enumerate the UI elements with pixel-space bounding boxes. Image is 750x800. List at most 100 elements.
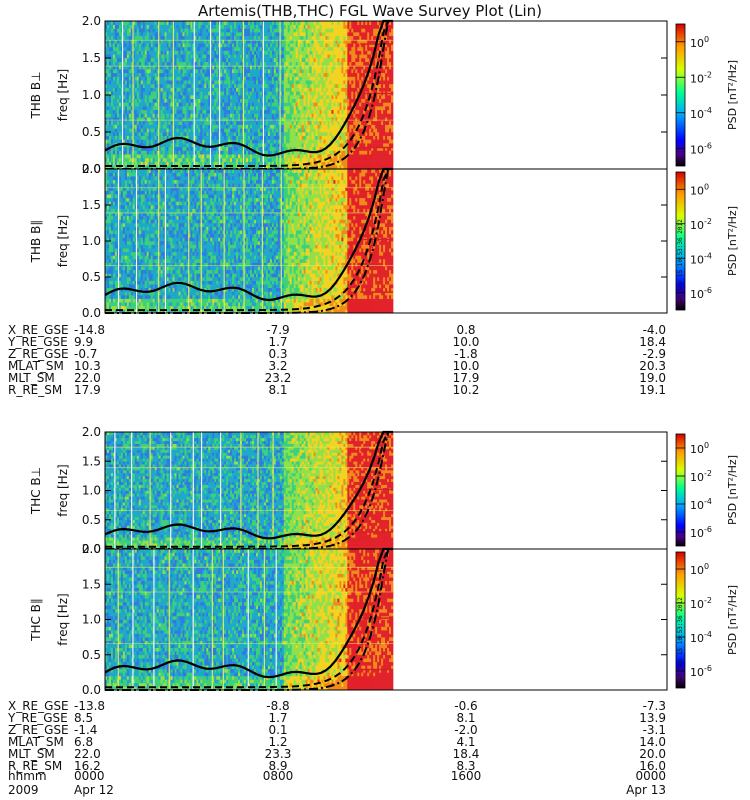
spectrogram-cell [202,99,204,103]
spectrogram-cell [298,88,300,92]
spectrogram-cell [125,154,127,158]
spectrogram-cell [171,51,173,55]
spectrogram-cell [286,51,288,55]
spectrogram-cell [155,136,157,140]
spectrogram-cell [119,114,121,118]
spectrogram-cell [252,47,254,51]
spectrogram-cell [179,58,181,62]
spectrogram-cell [347,121,349,125]
spectrogram-cell [341,114,343,118]
spectrogram-cell [167,102,169,106]
spectrogram-cell [298,117,300,121]
spectrogram-cell [310,25,312,29]
spectrogram-cell [244,62,246,66]
spectrogram-cell [184,58,186,62]
spectrogram-cell [204,51,206,55]
spectrogram-cell [258,69,260,73]
spectrogram-cell [145,25,147,29]
spectrogram-cell [337,147,339,151]
spectrogram-cell [333,58,335,62]
spectrogram-cell [240,51,242,55]
spectrogram-cell [216,121,218,125]
spectrogram-cell [264,54,266,58]
spectrogram-cell [220,62,222,66]
spectrogram-cell [115,154,117,158]
spectrogram-cell [264,121,266,125]
spectrogram-cell [270,110,272,114]
spectrogram-cell [238,77,240,81]
spectrogram-cell [113,102,115,106]
spectrogram-cell [107,125,109,129]
spectrogram-cell [214,88,216,92]
spectrogram-cell [204,54,206,58]
spectrogram-cell [256,25,258,29]
spectrogram-cell [167,47,169,51]
spectrogram-cell [206,154,208,158]
spectrogram-cell [216,58,218,62]
spectrogram-cell [248,106,250,110]
spectrogram-cell [113,136,115,140]
spectrogram-cell [316,91,318,95]
spectrogram-cell [180,28,182,32]
spectrogram-cell [341,21,343,25]
spectrogram-cell [216,25,218,29]
spectrogram-cell [284,102,286,106]
spectrogram-cell [331,102,333,106]
spectrogram-cell [345,43,347,47]
spectrogram-cell [333,102,335,106]
spectrogram-cell [308,95,310,99]
spectrogram-cell [184,62,186,66]
spectrogram-cell [300,121,302,125]
spectrogram-cell [111,69,113,73]
spectrogram-cell [244,91,246,95]
spectrogram-cell [149,69,151,73]
spectrogram-cell [188,114,190,118]
spectrogram-cell [230,62,232,66]
spectrogram-cell [111,121,113,125]
spectrogram-cell [147,162,149,166]
spectrogram-cell [234,121,236,125]
spectrogram-cell [286,88,288,92]
spectrogram-cell [169,158,171,162]
spectrogram-cell [123,162,125,166]
spectrogram-cell [240,102,242,106]
spectrogram-cell [113,21,115,25]
spectrogram-cell [286,91,288,95]
spectrogram-cell [167,62,169,66]
spectrogram-cell [304,117,306,121]
spectrogram-cell [343,73,345,77]
spectrogram-cell [312,110,314,114]
spectrogram-cell [302,125,304,129]
spectrogram-cell [202,110,204,114]
spectrogram-cell [318,62,320,66]
spectrogram-cell [182,125,184,129]
spectrogram-cell [337,25,339,29]
spectrogram-cell [220,99,222,103]
spectrogram-cell [214,51,216,55]
spectrogram-cell [224,51,226,55]
spectrogram-cell [155,132,157,136]
spectrogram-cell [238,102,240,106]
spectrogram-cell [256,136,258,140]
spectrogram-cell [196,28,198,32]
spectrogram-cell [180,47,182,51]
spectrogram-cell [331,77,333,81]
spectrogram-cell [171,151,173,155]
spectrogram-cell [248,95,250,99]
spectrogram-cell [246,54,248,58]
spectrogram-cell [290,43,292,47]
spectrogram-cell [274,102,276,106]
spectrogram-cell [145,91,147,95]
spectrogram-cell [135,43,137,47]
spectrogram-cell [149,128,151,132]
spectrogram-cell [109,58,111,62]
spectrogram-cell [111,77,113,81]
spectrogram-cell [171,43,173,47]
spectrogram-cell [153,132,155,136]
spectrogram-cell [347,91,349,95]
spectrogram-cell [163,88,165,92]
spectrogram-cell [246,21,248,25]
spectrogram-cell [107,77,109,81]
spectrogram-cell [230,158,232,162]
spectrogram-cell [274,136,276,140]
